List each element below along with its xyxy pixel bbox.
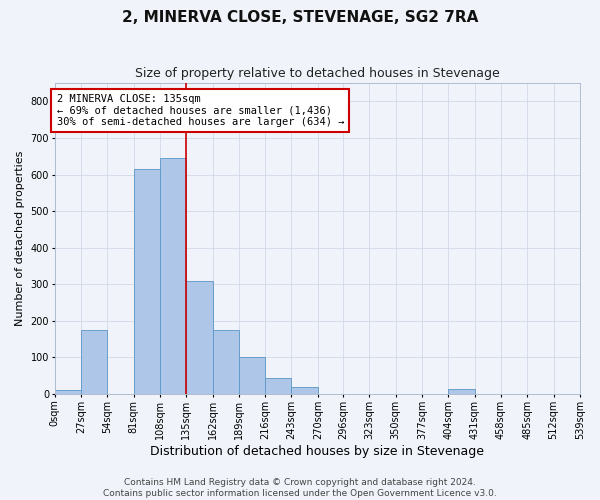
Bar: [160, 158, 186, 394]
Text: 2 MINERVA CLOSE: 135sqm
← 69% of detached houses are smaller (1,436)
30% of semi: 2 MINERVA CLOSE: 135sqm ← 69% of detache…: [56, 94, 344, 127]
X-axis label: Distribution of detached houses by size in Stevenage: Distribution of detached houses by size …: [151, 444, 484, 458]
Bar: [186, 280, 212, 394]
Bar: [212, 330, 239, 394]
Bar: [55, 390, 81, 394]
Bar: [81, 330, 107, 394]
Bar: [292, 386, 318, 394]
Text: 2, MINERVA CLOSE, STEVENAGE, SG2 7RA: 2, MINERVA CLOSE, STEVENAGE, SG2 7RA: [122, 10, 478, 25]
Y-axis label: Number of detached properties: Number of detached properties: [15, 151, 25, 326]
Bar: [448, 388, 475, 394]
Bar: [265, 378, 292, 394]
Bar: [239, 358, 265, 394]
Title: Size of property relative to detached houses in Stevenage: Size of property relative to detached ho…: [135, 68, 500, 80]
Text: Contains HM Land Registry data © Crown copyright and database right 2024.
Contai: Contains HM Land Registry data © Crown c…: [103, 478, 497, 498]
Bar: [134, 169, 160, 394]
